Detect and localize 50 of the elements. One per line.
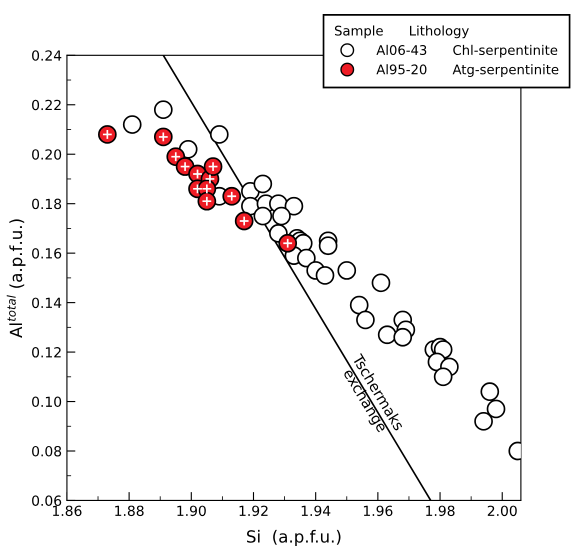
point <box>337 261 356 280</box>
point <box>297 248 316 268</box>
point <box>210 125 229 144</box>
y-tick-label: 0.10 <box>32 396 62 408</box>
point <box>253 206 272 226</box>
y-tick-label: 0.20 <box>32 149 62 160</box>
y-tick-label: 0.14 <box>32 298 62 308</box>
x-tick-label: 2.00 <box>488 506 517 516</box>
y-tick-label: 0.08 <box>32 446 62 456</box>
y-tick-label: 0.12 <box>32 347 61 358</box>
x-tick-label: 1.92 <box>240 506 268 516</box>
point <box>378 325 397 344</box>
point <box>234 212 254 230</box>
point <box>434 367 452 386</box>
x-tick-label: 1.90 <box>177 506 206 516</box>
x-tick-label: 1.98 <box>426 506 455 516</box>
point <box>356 310 375 330</box>
y-tick-label: 0.16 <box>32 248 62 259</box>
point <box>122 115 142 134</box>
point <box>474 412 493 431</box>
y-tick-label: 0.22 <box>32 100 61 110</box>
x-tick-label: 1.96 <box>364 506 392 516</box>
point <box>372 273 390 292</box>
x-tick-label: 1.86 <box>52 506 82 516</box>
y-tick-label: 0.18 <box>32 198 62 210</box>
x-axis-title: Si (a.p.f.u.) <box>247 530 340 546</box>
x-tick-label: 1.94 <box>302 506 330 516</box>
legend-label: Al06-43 Chl-serpentinite <box>376 44 558 58</box>
point <box>222 186 242 206</box>
point <box>204 157 222 176</box>
point <box>198 192 216 211</box>
y-tick-label: 0.06 <box>32 495 62 506</box>
y-axis-title: Al$^{total}$ (a.p.f.u.) <box>6 219 26 338</box>
point <box>253 174 272 194</box>
point <box>318 236 338 256</box>
point <box>480 382 500 401</box>
legend-title: Sample Lithology <box>334 25 469 38</box>
point <box>98 125 117 144</box>
y-tick-label: 0.24 <box>32 50 62 61</box>
point <box>278 234 298 253</box>
legend-label: Al95-20 Atg-serpentinite <box>376 64 558 77</box>
point <box>284 196 304 216</box>
point <box>350 296 369 314</box>
point <box>486 400 506 418</box>
point <box>154 128 173 146</box>
point <box>154 100 173 120</box>
x-tick-label: 1.88 <box>115 506 144 516</box>
point <box>393 328 412 347</box>
point <box>272 206 291 226</box>
point <box>316 266 334 285</box>
